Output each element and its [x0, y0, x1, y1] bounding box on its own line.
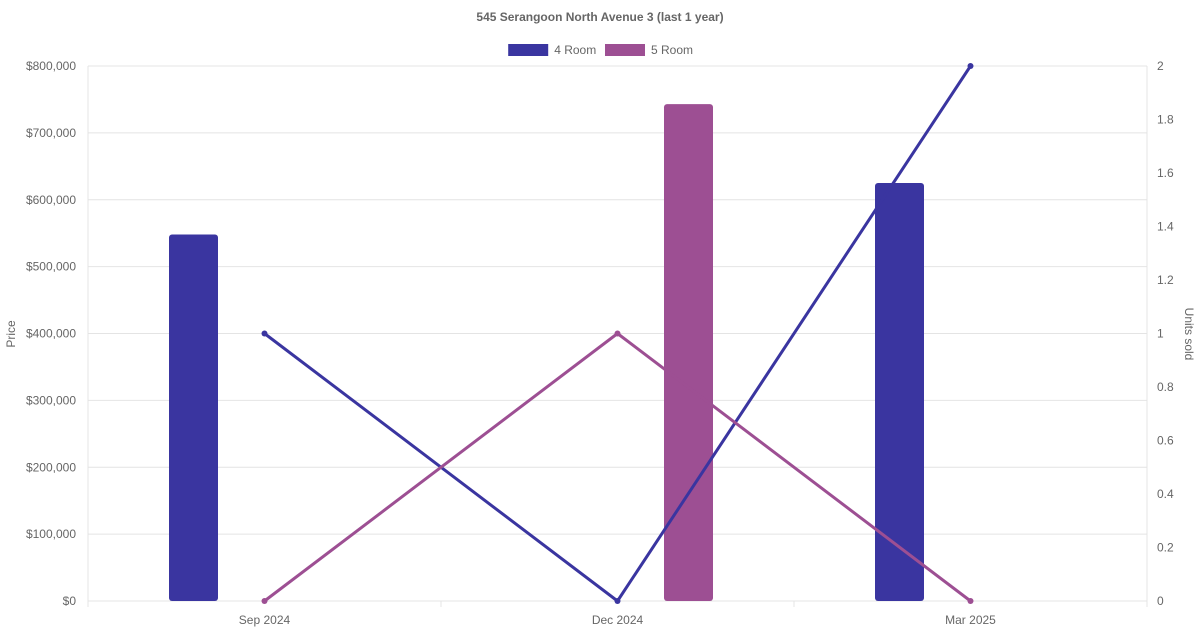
data-point[interactable] — [261, 330, 268, 337]
legend-swatch — [605, 44, 645, 56]
left-tick-label: $600,000 — [26, 193, 76, 207]
left-tick-label: $400,000 — [26, 327, 76, 341]
bars — [169, 104, 924, 602]
left-axis: $0 $100,000 $200,000 $300,000 $400,000 $500,0… — [26, 59, 76, 608]
data-point[interactable] — [967, 63, 974, 69]
left-tick-label: $300,000 — [26, 393, 76, 407]
x-tick-label: Mar 2025 — [945, 613, 996, 627]
legend[interactable]: 4 Room 5 Room — [508, 43, 693, 57]
right-tick-label: 1.2 — [1157, 273, 1174, 287]
legend-swatch — [508, 44, 549, 56]
left-tick-label: $800,000 — [26, 59, 76, 73]
bar[interactable] — [664, 104, 713, 602]
left-tick-label: $700,000 — [26, 126, 76, 140]
chart-title: 545 Serangoon North Avenue 3 (last 1 yea… — [476, 10, 723, 24]
right-tick-label: 1.4 — [1157, 220, 1174, 234]
left-tick-label: $100,000 — [26, 527, 76, 541]
legend-label: 4 Room — [554, 43, 596, 57]
legend-item[interactable]: 4 Room — [508, 43, 596, 57]
right-tick-label: 1 — [1157, 327, 1164, 341]
right-tick-label: 0 — [1157, 594, 1164, 608]
x-tick-label: Sep 2024 — [239, 613, 291, 627]
right-tick-label: 1.8 — [1157, 113, 1174, 127]
right-tick-label: 1.6 — [1157, 166, 1174, 180]
right-tick-label: 0.2 — [1157, 541, 1174, 555]
right-tick-label: 0.6 — [1157, 434, 1174, 448]
legend-label: 5 Room — [651, 43, 693, 57]
right-tick-label: 0.8 — [1157, 380, 1174, 394]
right-axis: 0 0.2 0.4 0.6 0.8 1 1.2 1.4 1.6 1.8 2 — [1157, 59, 1174, 608]
right-tick-label: 0.4 — [1157, 487, 1174, 501]
points — [261, 63, 974, 604]
legend-item[interactable]: 5 Room — [605, 43, 693, 57]
right-axis-title: Units sold — [1182, 308, 1196, 361]
data-point[interactable] — [614, 330, 621, 337]
left-tick-label: $0 — [63, 594, 77, 608]
data-point[interactable] — [967, 598, 974, 604]
x-axis: Sep 2024 Dec 2024 Mar 2025 — [239, 613, 996, 627]
data-point[interactable] — [261, 598, 268, 604]
bar[interactable] — [875, 183, 924, 601]
left-tick-label: $500,000 — [26, 260, 76, 274]
right-tick-label: 2 — [1157, 59, 1164, 73]
left-tick-label: $200,000 — [26, 460, 76, 474]
bar[interactable] — [169, 234, 218, 601]
x-tick-label: Dec 2024 — [592, 613, 644, 627]
left-axis-title: Price — [4, 320, 18, 348]
data-point[interactable] — [614, 598, 621, 604]
